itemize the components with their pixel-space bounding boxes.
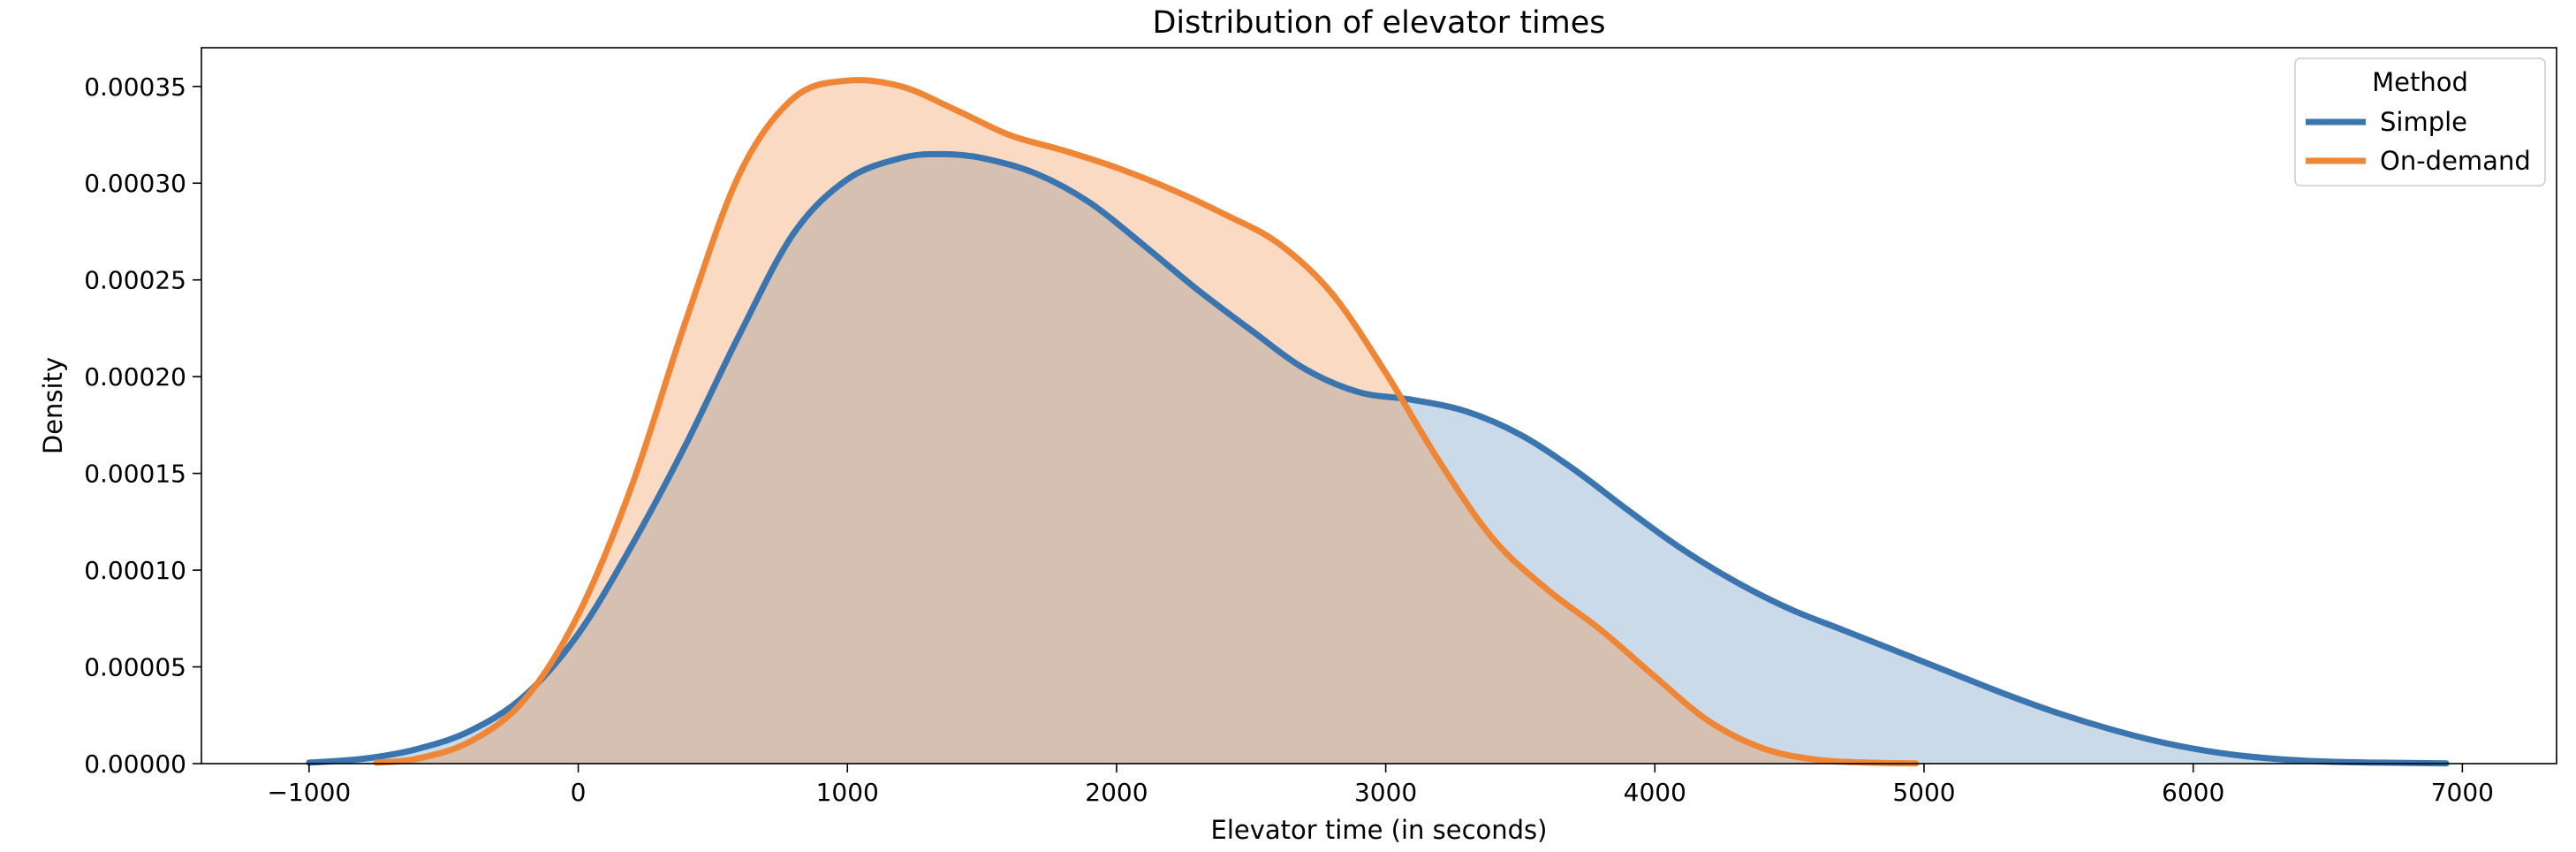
y-tick-label: 0.00025 (84, 266, 186, 295)
chart-title: Distribution of elevator times (1152, 5, 1605, 41)
x-tick-label: 7000 (2431, 778, 2494, 807)
legend-label-on-demand: On-demand (2380, 146, 2531, 176)
y-tick-label: 0.00010 (84, 556, 186, 585)
series-line-simple (306, 150, 2450, 767)
x-tick-label: 5000 (1892, 778, 1955, 807)
x-tick-label: 2000 (1085, 778, 1148, 807)
legend-items: Simple On-demand (2306, 107, 2531, 176)
x-tick-label: 3000 (1354, 778, 1417, 807)
density-lines (306, 77, 2450, 767)
series-fill-simple (308, 154, 2447, 764)
series-fill-on-demand (376, 80, 1916, 764)
y-tick-label: 0.00030 (84, 169, 186, 198)
y-tick-label: 0.00020 (84, 362, 186, 392)
y-tick-label: 0.00005 (84, 653, 186, 682)
x-tick-label: 0 (571, 778, 587, 807)
x-tick-label: 1000 (816, 778, 879, 807)
y-tick-label: 0.00015 (84, 460, 186, 489)
legend-title: Method (2372, 67, 2468, 97)
x-tick-label: 4000 (1624, 778, 1686, 807)
legend-box (2294, 57, 2546, 186)
legend: Method Simple On-demand (2294, 57, 2546, 186)
series-line-on-demand (373, 77, 1920, 767)
y-axis: 0.00000 0.00005 0.00010 0.00015 0.00020 0.000… (84, 72, 201, 779)
x-axis-title: Elevator time (in seconds) (1211, 815, 1548, 845)
x-tick-label: −1000 (268, 778, 352, 807)
y-tick-label: 0.00000 (84, 749, 186, 779)
plot-frame (201, 47, 2557, 765)
y-tick-label: 0.00035 (84, 72, 186, 102)
x-axis: −1000 0 1000 2000 3000 4000 5000 6000 7000 (268, 764, 2494, 807)
density-fills (308, 80, 2447, 764)
y-axis-title: Density (38, 357, 68, 454)
x-tick-label: 6000 (2162, 778, 2224, 807)
legend-label-simple: Simple (2380, 107, 2467, 137)
